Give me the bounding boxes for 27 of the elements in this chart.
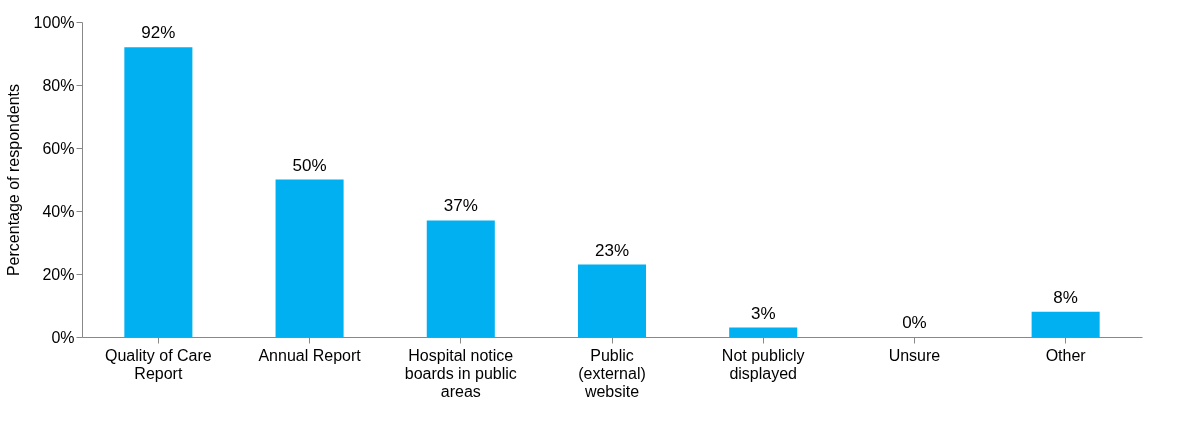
data-label: 37% [443, 196, 478, 216]
x-tick-label: Unsure [888, 346, 941, 364]
y-tick-label: 100% [33, 13, 75, 31]
x-tick-label: Not publicly displayed [721, 346, 805, 382]
data-label: 0% [902, 313, 927, 332]
data-label: 23% [594, 240, 630, 260]
x-tick-label: Other [1045, 346, 1087, 364]
data-label: 50% [292, 155, 327, 175]
x-tick-label: Quality of Care Report [105, 346, 212, 382]
y-tick-label: 0% [51, 328, 75, 346]
y-tick-label: 60% [42, 139, 75, 157]
bar [729, 327, 798, 337]
bar [426, 220, 495, 337]
x-tick-label: Hospital notice boards in public areas [404, 346, 517, 400]
bar [275, 179, 344, 337]
x-tick-label: Annual Report [258, 346, 362, 364]
bar [1031, 311, 1100, 337]
y-axis-title: Percentage of respondents [4, 83, 22, 277]
data-label: 3% [750, 303, 776, 323]
x-tick-label: Public (external) website [578, 346, 646, 400]
data-label: 8% [1053, 287, 1078, 307]
y-tick-label: 40% [42, 202, 75, 220]
bar [124, 47, 193, 337]
y-tick-label: 20% [42, 265, 75, 283]
data-label: 92% [141, 23, 176, 43]
y-tick-label: 80% [42, 76, 75, 94]
bar [577, 264, 647, 337]
